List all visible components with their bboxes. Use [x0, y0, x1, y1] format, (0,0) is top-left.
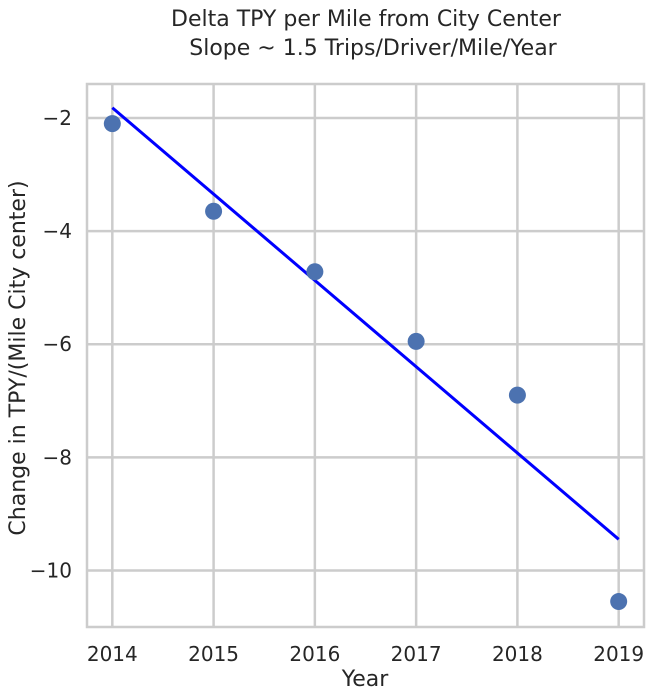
x-tick-label: 2016 — [289, 642, 340, 666]
grid — [87, 84, 644, 627]
y-tick-label: −4 — [43, 219, 72, 243]
x-tick-label: 2015 — [188, 642, 239, 666]
x-tick-label: 2019 — [593, 642, 644, 666]
data-point — [103, 115, 121, 133]
x-axis-label: Year — [341, 667, 390, 692]
y-tick-label: −6 — [43, 332, 72, 356]
y-axis-label: Change in TPY/(Mile City center) — [6, 180, 31, 535]
y-tick-label: −2 — [43, 106, 72, 130]
x-tick-label: 2017 — [391, 642, 442, 666]
y-tick-label: −10 — [30, 558, 72, 582]
data-point — [407, 332, 425, 350]
x-tick-label: 2014 — [87, 642, 138, 666]
y-axis-ticks: −10 −8 −6 −4 −2 — [30, 106, 72, 583]
plot-area — [85, 82, 646, 629]
x-axis-ticks: 2014 2015 2016 2017 2018 2019 — [87, 642, 644, 666]
x-tick-label: 2018 — [492, 642, 543, 666]
data-point — [205, 202, 223, 220]
series-layer — [103, 106, 628, 611]
plot-background — [87, 84, 644, 627]
data-point — [508, 386, 526, 404]
chart-title: Delta TPY per Mile from City Center — [171, 7, 562, 32]
fit-line — [111, 106, 620, 541]
plot-frame — [85, 82, 646, 629]
y-tick-label: −8 — [43, 445, 72, 469]
chart-subtitle: Slope ~ 1.5 Trips/Driver/Mile/Year — [189, 36, 557, 61]
data-point — [306, 263, 324, 281]
data-point — [610, 593, 628, 611]
